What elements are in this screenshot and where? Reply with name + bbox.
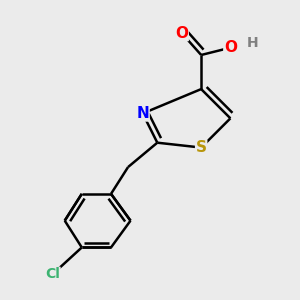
Text: O: O: [224, 40, 237, 55]
Text: N: N: [136, 106, 149, 121]
Text: H: H: [247, 36, 258, 50]
Text: Cl: Cl: [45, 267, 60, 281]
Text: O: O: [175, 26, 188, 40]
Text: S: S: [196, 140, 207, 155]
